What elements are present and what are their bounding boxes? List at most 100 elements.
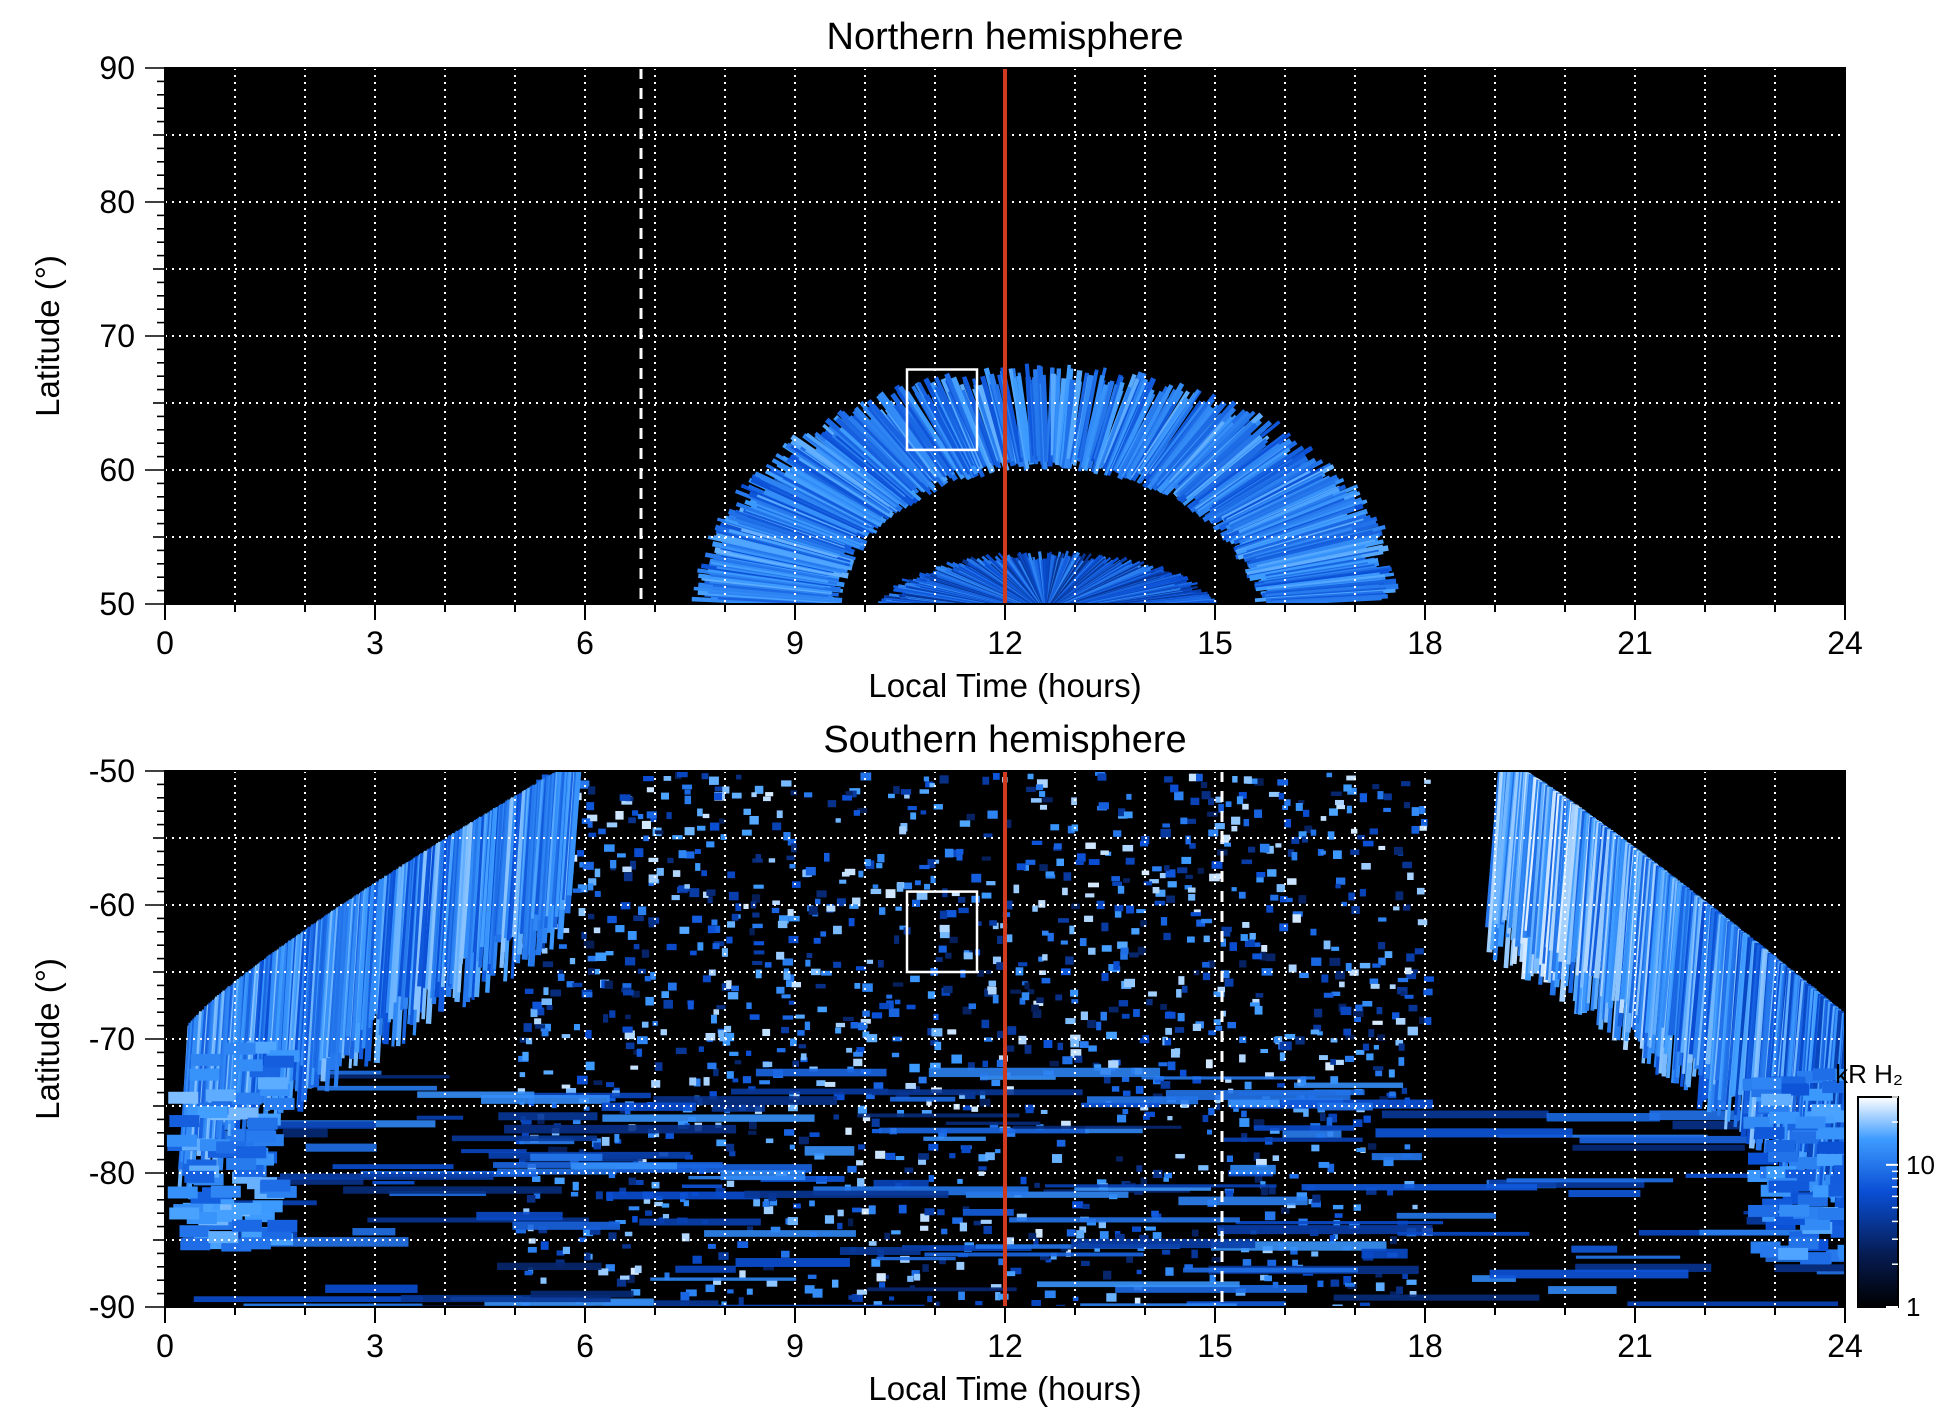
- heat-cell: [1062, 1056, 1073, 1065]
- heat-cell: [1164, 1172, 1172, 1179]
- heat-cell: [1267, 869, 1277, 877]
- heat-cell: [919, 864, 930, 870]
- heat-cell: [1295, 803, 1303, 811]
- heat-cell: [1319, 1055, 1328, 1061]
- heat-cell: [1424, 1017, 1432, 1025]
- heat-cell: [637, 1036, 648, 1045]
- heat-cell: [630, 860, 636, 870]
- heat-cell: [705, 1032, 716, 1041]
- heat-cell: [922, 1264, 929, 1272]
- heat-cell: [1268, 791, 1280, 797]
- heat-cell: [1223, 834, 1231, 841]
- heat-cell: [615, 1164, 812, 1173]
- heat-streak: [1137, 396, 1189, 475]
- heat-cell: [619, 1187, 627, 1195]
- heat-cell: [754, 785, 764, 794]
- heat-cell: [685, 851, 695, 859]
- heat-cell: [845, 791, 853, 796]
- heat-cell: [685, 1304, 925, 1307]
- heat-cell: [845, 1127, 852, 1135]
- heat-cell: [1275, 843, 1282, 848]
- heat-cell: [661, 792, 670, 800]
- heat-cell: [1816, 1271, 1845, 1275]
- heat-cell: [1300, 1076, 1307, 1085]
- heat-cell: [1162, 1249, 1171, 1255]
- heat-cell: [975, 1300, 983, 1306]
- heat-cell: [451, 1135, 598, 1142]
- heat-cell: [1397, 986, 1408, 995]
- heat-cell: [1414, 948, 1424, 955]
- heat-cell: [963, 952, 973, 960]
- heat-cell: [1299, 972, 1309, 979]
- heat-cell: [782, 958, 794, 966]
- heat-cell: [978, 1171, 985, 1176]
- colorbar: kR H₂ 1 10: [1835, 1059, 1935, 1322]
- heat-cell: [617, 853, 626, 858]
- heat-cell: [1032, 1009, 1042, 1019]
- heat-streak: [303, 922, 319, 1081]
- heat-cell: [236, 1146, 267, 1159]
- heat-cell: [1419, 806, 1426, 815]
- heat-cell: [731, 1088, 889, 1095]
- heat-cell: [1254, 809, 1263, 818]
- heat-cell: [1335, 883, 1341, 889]
- heat-cell: [1254, 778, 1264, 786]
- heat-cell: [735, 903, 742, 911]
- heat-cell: [973, 1220, 981, 1226]
- heat-cell: [724, 1025, 732, 1033]
- heat-cell: [1180, 817, 1188, 825]
- heat-cell: [1096, 1021, 1102, 1031]
- heat-cell: [981, 856, 991, 861]
- overlay-north: [639, 68, 1007, 604]
- heat-streak: [338, 898, 354, 1053]
- heat-cell: [1033, 1238, 1039, 1248]
- heat-cell: [1347, 787, 1357, 795]
- heat-cell: [862, 983, 873, 992]
- heat-cell: [1238, 891, 1246, 899]
- heat-cell: [937, 1209, 945, 1216]
- heat-cell: [706, 889, 716, 896]
- heat-cell: [763, 1265, 774, 1271]
- heat-cell: [762, 1028, 771, 1036]
- heat-cell: [1311, 957, 1322, 966]
- heat-cell: [1004, 1045, 1015, 1052]
- heat-cell: [1031, 1299, 1041, 1307]
- heat-cell: [1170, 784, 1179, 793]
- heat-cell: [1202, 972, 1211, 981]
- heat-cell: [651, 1080, 661, 1088]
- heat-cell: [816, 890, 827, 898]
- heat-cell: [781, 1026, 790, 1034]
- heat-cell: [1416, 887, 1425, 895]
- heat-cell: [1139, 840, 1148, 847]
- heat-cell: [843, 1016, 854, 1021]
- heat-cell: [856, 1160, 864, 1166]
- heat-cell: [1137, 946, 1147, 956]
- heat-cell: [804, 792, 813, 798]
- heat-cell: [685, 1289, 697, 1297]
- heat-cell: [798, 1136, 809, 1145]
- heat-cell: [711, 1104, 766, 1112]
- heat-cell: [1185, 874, 1193, 879]
- heat-cell: [827, 800, 837, 808]
- heat-cell: [778, 915, 789, 924]
- heat-cell: [1284, 819, 1292, 828]
- heat-cell: [1279, 923, 1289, 932]
- heat-cell: [914, 880, 921, 886]
- heat-cell: [1779, 1204, 1810, 1217]
- heat-cell: [1332, 1234, 1338, 1240]
- heat-cell: [180, 1238, 211, 1251]
- heat-cell: [1043, 1189, 1191, 1193]
- heat-cell: [1368, 1143, 1377, 1150]
- heat-cell: [1362, 1043, 1370, 1051]
- heat-cell: [1215, 1025, 1223, 1031]
- heat-cell: [601, 1136, 610, 1146]
- x-tick-label: 24: [1827, 1328, 1863, 1364]
- heat-cell: [1291, 837, 1300, 844]
- heat-cell: [856, 1289, 868, 1295]
- heat-cell: [1167, 881, 1177, 888]
- heat-cell: [1079, 1226, 1087, 1233]
- heat-cell: [1272, 1281, 1279, 1288]
- heat-cell: [578, 908, 586, 917]
- heat-cell: [372, 1180, 415, 1185]
- heat-cell: [637, 813, 644, 820]
